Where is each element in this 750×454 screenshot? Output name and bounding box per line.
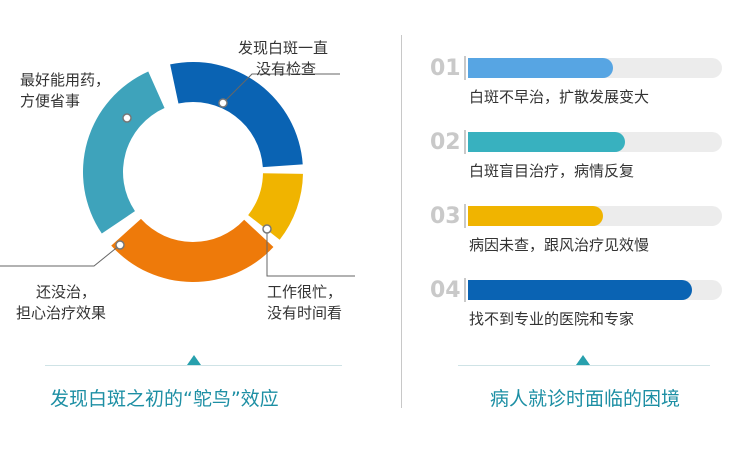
caption-pointer-right [576, 355, 590, 365]
leader-medicine-marker [122, 113, 132, 123]
bar-fill [468, 206, 603, 226]
item-tick [464, 56, 466, 80]
item-number: 03 [430, 204, 461, 229]
bar-fill [468, 132, 625, 152]
bar-fill [468, 58, 613, 78]
donut-segment-worry [111, 218, 274, 282]
leader-busy-marker [262, 224, 272, 234]
caption-pointer-left [187, 355, 201, 365]
caption-divider-right [458, 365, 710, 366]
segment-label-no-check: 发现白斑一直 没有检查 [238, 39, 329, 78]
item-number: 04 [430, 278, 461, 303]
leader-worry [0, 244, 121, 267]
item-number: 02 [430, 130, 461, 155]
section-divider [401, 35, 402, 408]
item-tick [464, 204, 466, 228]
bar-fill [468, 280, 692, 300]
item-text: 病因未查，跟风治疗见效慢 [469, 236, 650, 254]
item-number: 01 [430, 56, 461, 81]
segment-label-medicine: 最好能用药， 方便省事 [20, 71, 111, 110]
leader-worry-marker [115, 240, 125, 250]
item-text: 白斑不早治，扩散发展变大 [469, 88, 650, 106]
item-text: 找不到专业的医院和专家 [469, 310, 635, 328]
donut-segment-no-check [170, 61, 303, 168]
item-text: 白斑盲目治疗，病情反复 [469, 162, 635, 180]
segment-label-worry: 还没治， 担心治疗效果 [16, 283, 107, 322]
left-caption: 发现白斑之初的“鸵鸟”效应 [50, 388, 279, 410]
item-tick [464, 278, 466, 302]
leader-no-check-marker [218, 98, 228, 108]
leader-no-check [222, 73, 340, 104]
item-tick [464, 130, 466, 154]
donut-segment-medicine [83, 71, 165, 234]
donut-segment-busy [248, 173, 303, 240]
right-caption: 病人就诊时面临的困境 [490, 388, 681, 410]
segment-label-busy: 工作很忙， 没有时间看 [267, 283, 343, 322]
caption-divider-left [45, 365, 342, 366]
leader-busy [266, 229, 355, 277]
